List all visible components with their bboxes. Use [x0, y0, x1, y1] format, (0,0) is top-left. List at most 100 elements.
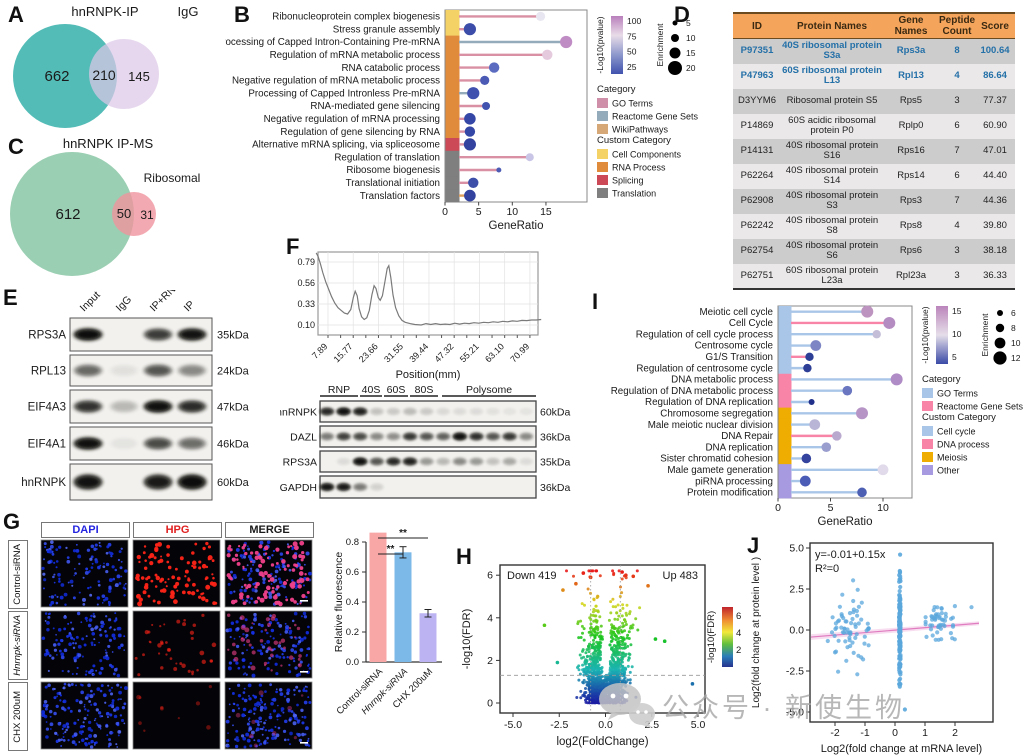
- svg-text:12: 12: [1011, 353, 1021, 363]
- column-header: Gene Names: [883, 12, 939, 39]
- svg-text:G1/S Transition: G1/S Transition: [705, 352, 773, 363]
- svg-text:-log10(FDR): -log10(FDR): [706, 611, 717, 663]
- svg-text:Translation: Translation: [612, 189, 656, 199]
- svg-text:145: 145: [128, 69, 150, 84]
- svg-text:hnRNPK-IP: hnRNPK-IP: [71, 4, 138, 19]
- svg-text:10: 10: [952, 329, 962, 339]
- svg-text:R²=0: R²=0: [815, 563, 839, 575]
- svg-text:-log10(FDR): -log10(FDR): [461, 609, 473, 670]
- immunofluorescence-grid: DAPI HPG MERGE Control-siRNA Hnrnpk-siRNA CHX…: [0, 508, 332, 755]
- svg-text:0: 0: [487, 698, 493, 710]
- svg-text:IgG: IgG: [114, 294, 134, 314]
- svg-text:5: 5: [828, 502, 834, 514]
- svg-text:Meiosis: Meiosis: [937, 453, 968, 463]
- svg-text:-2.5: -2.5: [786, 666, 804, 678]
- svg-text:Regulation of DNA replication: Regulation of DNA replication: [645, 397, 773, 408]
- svg-text:2.5: 2.5: [644, 719, 659, 731]
- svg-text:Protein modification: Protein modification: [687, 488, 773, 499]
- svg-text:GAPDH: GAPDH: [280, 482, 317, 494]
- svg-text:0.0: 0.0: [789, 625, 804, 637]
- svg-text:Log2(fold change at mRNA level: Log2(fold change at mRNA level): [821, 743, 982, 755]
- table-row: P47963 60S ribosomal protein L13 Rpl13 4 86.…: [733, 63, 1015, 89]
- svg-text:Negative regulation of mRNA pr: Negative regulation of mRNA processing: [264, 114, 440, 125]
- svg-text:36kDa: 36kDa: [540, 482, 571, 494]
- svg-text:60kDa: 60kDa: [540, 407, 571, 419]
- svg-text:y=-0.01+0.15x: y=-0.01+0.15x: [815, 549, 886, 561]
- column-header-merge: MERGE: [225, 522, 314, 538]
- row-label-2: Hnrnpk-siRNA: [8, 611, 28, 680]
- venn-c-svg: hnRNPK IP-MS Ribosomal 612 50 31: [10, 136, 201, 276]
- volcano-svg: Down 419 Up 483 -5.0 -2.5 0.0 2.5 5.0 0 2 4 6 log2(…: [461, 564, 741, 748]
- svg-text:Regulation of centrosome cycle: Regulation of centrosome cycle: [636, 363, 773, 374]
- svg-text:Splicing: Splicing: [612, 176, 644, 186]
- row-label-1: Control-siRNA: [8, 540, 28, 609]
- svg-text:Position(mm): Position(mm): [396, 369, 461, 381]
- svg-text:log2(FoldChange): log2(FoldChange): [556, 736, 648, 748]
- svg-text:RPS3A: RPS3A: [28, 330, 66, 342]
- svg-text:7.89: 7.89: [310, 341, 329, 360]
- svg-text:Up 483: Up 483: [663, 570, 698, 582]
- svg-text:RNA catabolic process: RNA catabolic process: [341, 63, 440, 74]
- svg-text:RPS3A: RPS3A: [283, 456, 317, 468]
- svg-text:hnRNPK: hnRNPK: [280, 406, 317, 418]
- svg-text:70.99: 70.99: [508, 341, 531, 364]
- volcano-plot: Down 419 Up 483 -5.0 -2.5 0.0 2.5 5.0 0 2 4 6 log2(…: [450, 535, 752, 755]
- svg-text:Regulation of translation: Regulation of translation: [334, 152, 440, 163]
- svg-text:39.44: 39.44: [407, 341, 430, 364]
- svg-text:25: 25: [627, 62, 637, 72]
- table-row: P62751 60S ribosomal protein L23a Rpl23a 3 3…: [733, 263, 1015, 289]
- protein-table: ID Protein Names Gene Names Peptide Count Sc…: [733, 12, 1015, 304]
- svg-text:GeneRatio: GeneRatio: [818, 516, 873, 528]
- svg-text:15.77: 15.77: [332, 341, 355, 364]
- svg-text:63.10: 63.10: [483, 341, 506, 364]
- svg-text:10: 10: [1011, 338, 1021, 348]
- svg-text:100: 100: [627, 16, 641, 26]
- svg-text:5.0: 5.0: [691, 719, 706, 731]
- svg-text:piRNA processing: piRNA processing: [695, 476, 773, 487]
- svg-text:50: 50: [117, 206, 131, 221]
- svg-text:**: **: [399, 528, 407, 539]
- svg-text:DNA Repair: DNA Repair: [721, 431, 773, 442]
- svg-text:GeneRatio: GeneRatio: [489, 220, 544, 232]
- svg-text:47.32: 47.32: [433, 341, 456, 364]
- svg-text:GO Terms: GO Terms: [937, 389, 978, 399]
- svg-text:1: 1: [922, 727, 928, 739]
- svg-text:EIF4A3: EIF4A3: [28, 402, 66, 414]
- venn-a-svg: hnRNPK-IP IgG 662 210 145: [13, 4, 199, 128]
- svg-text:Input: Input: [78, 290, 103, 314]
- svg-text:Ribosomal: Ribosomal: [144, 171, 201, 185]
- svg-text:0: 0: [775, 502, 781, 514]
- svg-text:Alternative mRNA splicing, via: Alternative mRNA splicing, via spliceoso…: [252, 140, 440, 151]
- svg-text:Regulation of gene silencing b: Regulation of gene silencing by RNA: [280, 127, 440, 138]
- svg-text:4: 4: [736, 628, 741, 639]
- svg-text:612: 612: [55, 206, 80, 223]
- panel-label-j: J: [747, 533, 760, 558]
- column-header: Score: [975, 12, 1015, 39]
- svg-text:Down 419: Down 419: [507, 570, 557, 582]
- table-row: P62908 40S ribosomal protein S3 Rps3 7 44.36: [733, 188, 1015, 214]
- western-blot-coip: Input IgG IP+RNase IP RPS3A 35kDa RPL13 24kDa EI…: [0, 271, 275, 510]
- svg-text:Regulation of DNA metabolic pr: Regulation of DNA metabolic process: [611, 386, 773, 397]
- scatter-points: [825, 552, 974, 712]
- svg-text:Ribosome biogenesis: Ribosome biogenesis: [346, 165, 440, 176]
- svg-text:Cell Components: Cell Components: [612, 150, 682, 160]
- svg-text:DNA process: DNA process: [937, 440, 990, 450]
- venn-hnrnpk-ip-vs-igg: hnRNPK-IP IgG 662 210 145: [0, 0, 235, 134]
- svg-text:DNA replication: DNA replication: [705, 442, 773, 453]
- svg-text:Male meiotic nuclear division: Male meiotic nuclear division: [648, 420, 773, 431]
- svg-text:60S: 60S: [387, 384, 406, 396]
- svg-text:10: 10: [877, 502, 889, 514]
- svg-text:-2.5: -2.5: [550, 719, 568, 731]
- svg-text:Chromosome segregation: Chromosome segregation: [660, 408, 773, 419]
- svg-text:6: 6: [736, 611, 741, 622]
- svg-text:Ribonucleoprotein complex biog: Ribonucleoprotein complex biogenesis: [272, 12, 440, 23]
- svg-text:55.21: 55.21: [458, 341, 481, 364]
- svg-text:5: 5: [952, 352, 957, 362]
- svg-text:0.79: 0.79: [297, 257, 315, 267]
- svg-text:Translational initiation: Translational initiation: [346, 178, 440, 189]
- svg-text:0.8: 0.8: [346, 537, 359, 548]
- table-row: P62754 40S ribosomal protein S6 Rps6 3 38.18: [733, 238, 1015, 264]
- svg-text:IgG: IgG: [178, 4, 199, 19]
- svg-text:Cell Cycle: Cell Cycle: [729, 318, 774, 329]
